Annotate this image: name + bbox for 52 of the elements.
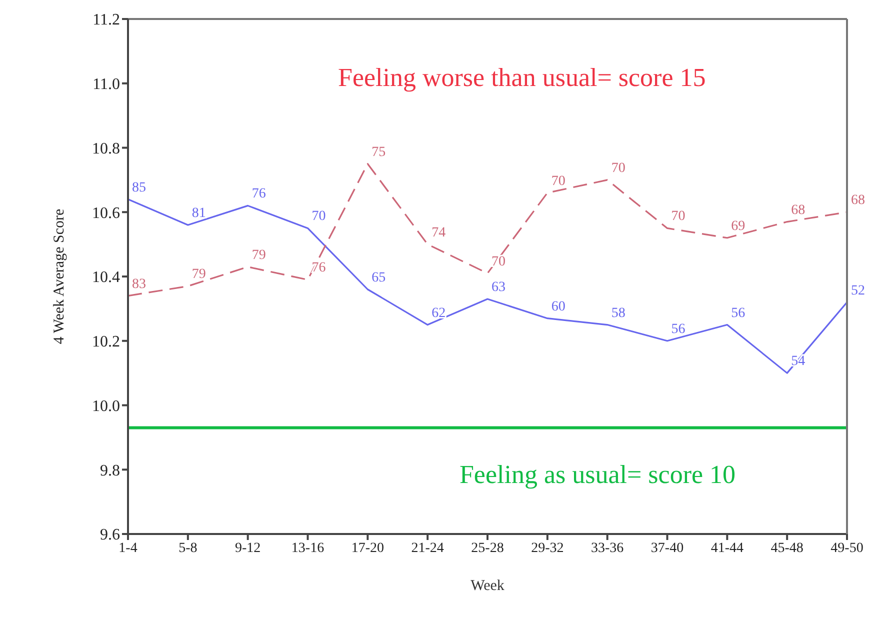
y-tick-label: 9.8 (100, 462, 120, 480)
annotation: 58 (611, 306, 626, 321)
annotation: 68 (791, 202, 806, 218)
annotation: 62 (432, 306, 446, 321)
annotation: 52 (851, 283, 865, 298)
y-tick-label: 10.4 (92, 269, 120, 286)
y-tick-label: 10.0 (92, 398, 120, 415)
x-tick-label: 41-44 (710, 540, 744, 556)
line-series (128, 163, 847, 297)
annotation: 56 (731, 306, 746, 321)
annotation: 70 (671, 209, 686, 224)
annotation: 85 (132, 180, 146, 196)
annotation: 68 (851, 193, 865, 208)
annotation: 81 (192, 206, 206, 221)
line-series (128, 198, 847, 374)
annotation: 60 (551, 299, 566, 314)
x-tick-label: 33-36 (590, 540, 624, 556)
x-tick-label: 9-12 (234, 540, 261, 556)
x-tick-label: 29-32 (531, 540, 564, 556)
x-tick-label: 37-40 (650, 540, 684, 556)
y-tick-label: 10.6 (92, 204, 120, 222)
x-tick-label: 17-20 (351, 540, 384, 556)
y-tick-label: 11.2 (92, 12, 120, 29)
annotation: 79 (192, 267, 206, 282)
x-tick-label: 25-28 (471, 540, 504, 556)
x-tick-label: 49-50 (830, 540, 864, 556)
y-tick-label: 10.2 (92, 334, 120, 351)
annotation: 65 (372, 270, 386, 286)
annotation: 70 (611, 160, 626, 176)
annotation: 70 (492, 254, 506, 270)
annotation: 79 (252, 248, 266, 263)
x-tick-label: 21-24 (411, 540, 444, 556)
annotation: 75 (372, 144, 386, 160)
y-axis-title: 4 Week Average Score (51, 208, 68, 344)
annotation: Feeling worse than usual= score 15 (338, 63, 706, 93)
annotation: 69 (731, 218, 746, 234)
annotation: 63 (492, 280, 506, 296)
y-tick-label: 9.6 (100, 526, 120, 544)
annotation: 70 (551, 174, 566, 189)
x-tick-label: 1-4 (118, 540, 138, 556)
annotation: 70 (312, 209, 326, 224)
x-tick-label: 5-8 (178, 540, 198, 556)
y-tick-label: 11.0 (92, 76, 120, 94)
y-tick-label: 10.8 (92, 140, 120, 158)
annotation: 83 (132, 276, 146, 292)
ref-line-label: Feeling as usual= score 10 (459, 460, 736, 489)
x-axis-title: Week (470, 578, 505, 594)
x-tick-label: 45-48 (770, 540, 804, 556)
annotation: 56 (671, 322, 686, 337)
x-tick-label: 13-16 (291, 540, 324, 556)
annotation: 76 (252, 186, 266, 202)
annotation: 74 (432, 225, 446, 240)
